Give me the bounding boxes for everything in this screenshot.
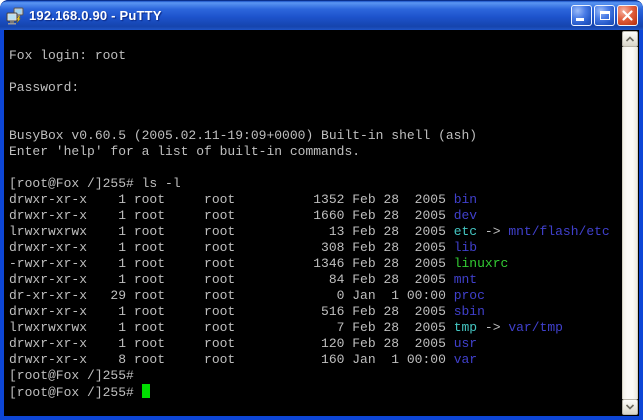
terminal-line: Fox login: root — [9, 48, 622, 64]
directory-name: lib — [453, 240, 478, 255]
terminal-text-run: -> — [477, 320, 509, 335]
directory-name: proc — [453, 288, 485, 303]
scroll-up-arrow-icon — [625, 36, 635, 42]
terminal-screen[interactable]: Fox login: root Password: BusyBox v0.60.… — [4, 30, 622, 416]
directory-name: dev — [453, 208, 478, 223]
window-controls — [571, 5, 638, 26]
directory-name: usr — [453, 336, 478, 351]
terminal-line — [9, 64, 622, 80]
terminal-text-run: -> — [477, 224, 509, 239]
terminal-cursor — [141, 384, 150, 398]
terminal-line: Enter 'help' for a list of built-in comm… — [9, 144, 622, 160]
terminal-line — [9, 160, 622, 176]
directory-name: var/tmp — [508, 320, 563, 335]
directory-name: bin — [453, 192, 478, 207]
terminal-line: Password: — [9, 80, 622, 96]
maximize-button[interactable] — [594, 5, 615, 26]
terminal-line — [9, 112, 622, 128]
scroll-down-button[interactable] — [622, 399, 638, 415]
terminal-text-run: Enter 'help' for a list of built-in comm… — [9, 144, 361, 159]
terminal-line: lrwxrwxrwx 1 root root 13 Feb 28 2005 et… — [9, 224, 622, 240]
terminal-text-run: Password: — [9, 80, 80, 95]
terminal-text-run: [root@Fox /]255# — [9, 368, 134, 383]
terminal-line — [9, 96, 622, 112]
scrollbar — [622, 30, 639, 416]
terminal-line: drwxr-xr-x 8 root root 160 Jan 1 00:00 v… — [9, 352, 622, 368]
terminal-text-run: BusyBox v0.60.5 (2005.02.11-19:09+0000) … — [9, 128, 478, 143]
terminal-text-run: drwxr-xr-x 1 root root 1660 Feb 28 2005 — [9, 208, 454, 223]
terminal-line: BusyBox v0.60.5 (2005.02.11-19:09+0000) … — [9, 128, 622, 144]
scroll-down-arrow-icon — [625, 404, 635, 410]
terminal-line: lrwxrwxrwx 1 root root 7 Feb 28 2005 tmp… — [9, 320, 622, 336]
directory-name: mnt — [453, 272, 478, 287]
terminal-line — [9, 32, 622, 48]
minimize-icon — [576, 18, 584, 21]
scrollbar-track[interactable] — [622, 47, 638, 399]
close-icon — [621, 9, 634, 25]
terminal-text-run: [root@Fox /]255# ls -l — [9, 176, 181, 191]
close-button[interactable] — [617, 5, 638, 26]
terminal-line: drwxr-xr-x 1 root root 1660 Feb 28 2005 … — [9, 208, 622, 224]
terminal-line: drwxr-xr-x 1 root root 120 Feb 28 2005 u… — [9, 336, 622, 352]
terminal-area: Fox login: root Password: BusyBox v0.60.… — [4, 30, 639, 416]
terminal-text-run: Fox login: root — [9, 48, 127, 63]
directory-name: mnt/flash/etc — [508, 224, 610, 239]
terminal-text-run: drwxr-xr-x 1 root root 1352 Feb 28 2005 — [9, 192, 454, 207]
executable-name: linuxrc — [453, 256, 509, 271]
minimize-button[interactable] — [571, 5, 592, 26]
terminal-line: drwxr-xr-x 1 root root 516 Feb 28 2005 s… — [9, 304, 622, 320]
directory-name: sbin — [453, 304, 485, 319]
terminal-text-run: drwxr-xr-x 8 root root 160 Jan 1 00:00 — [9, 352, 454, 367]
terminal-line: drwxr-xr-x 1 root root 308 Feb 28 2005 l… — [9, 240, 622, 256]
scroll-up-button[interactable] — [622, 31, 638, 47]
terminal-text-run: drwxr-xr-x 1 root root 516 Feb 28 2005 — [9, 304, 454, 319]
terminal-line: -rwxr-xr-x 1 root root 1346 Feb 28 2005 … — [9, 256, 622, 272]
symlink-name: etc — [453, 224, 478, 239]
terminal-line: drwxr-xr-x 1 root root 1352 Feb 28 2005 … — [9, 192, 622, 208]
terminal-line: dr-xr-xr-x 29 root root 0 Jan 1 00:00 pr… — [9, 288, 622, 304]
directory-name: var — [453, 352, 478, 367]
terminal-line: drwxr-xr-x 1 root root 84 Feb 28 2005 mn… — [9, 272, 622, 288]
window-title: 192.168.0.90 - PuTTY — [29, 8, 162, 23]
terminal-text-run: dr-xr-xr-x 29 root root 0 Jan 1 00:00 — [9, 288, 454, 303]
terminal-line: [root@Fox /]255# — [9, 384, 622, 400]
title-bar[interactable]: 192.168.0.90 - PuTTY — [0, 0, 643, 30]
terminal-text-run: [root@Fox /]255# — [9, 385, 142, 400]
terminal-text-run: lrwxrwxrwx 1 root root 7 Feb 28 2005 — [9, 320, 454, 335]
terminal-text-run: drwxr-xr-x 1 root root 120 Feb 28 2005 — [9, 336, 454, 351]
terminal-text-run: -rwxr-xr-x 1 root root 1346 Feb 28 2005 — [9, 256, 454, 271]
terminal-text-run: drwxr-xr-x 1 root root 308 Feb 28 2005 — [9, 240, 454, 255]
symlink-name: tmp — [453, 320, 478, 335]
putty-terminal-icon — [6, 7, 24, 25]
terminal-line: [root@Fox /]255# ls -l — [9, 176, 622, 192]
terminal-line: [root@Fox /]255# — [9, 368, 622, 384]
maximize-icon — [600, 11, 610, 20]
terminal-text-run: lrwxrwxrwx 1 root root 13 Feb 28 2005 — [9, 224, 454, 239]
terminal-text-run: drwxr-xr-x 1 root root 84 Feb 28 2005 — [9, 272, 454, 287]
